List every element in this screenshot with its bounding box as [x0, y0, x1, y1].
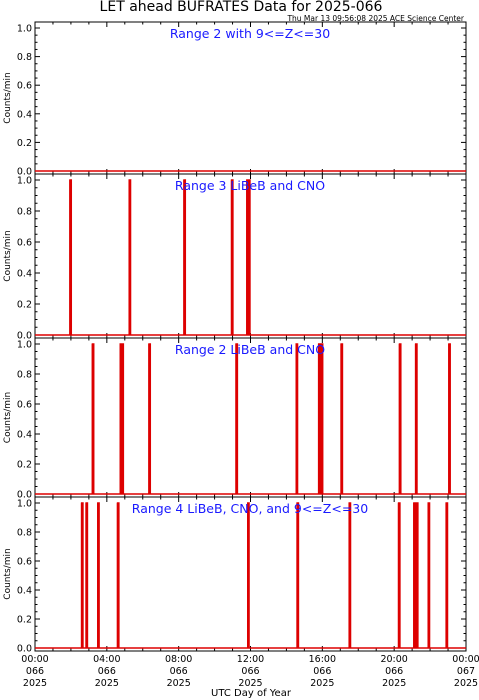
- x-tick-label: 066: [241, 666, 259, 677]
- x-tick-label: 08:00: [165, 654, 192, 665]
- x-axis-label: UTC Day of Year: [211, 688, 292, 699]
- x-tick-label: 2025: [454, 678, 478, 689]
- x-tick-label: 2025: [310, 678, 334, 689]
- x-tick-label: 00:00: [452, 654, 479, 665]
- y-tick-label: 0.8: [17, 528, 32, 539]
- y-axis-label: Counts/min: [3, 230, 13, 281]
- x-tick-label: 12:00: [237, 654, 264, 665]
- y-tick-label: 0.2: [17, 138, 32, 149]
- x-tick-label: 066: [313, 666, 331, 677]
- x-tick-label: 2025: [167, 678, 191, 689]
- y-tick-label: 0.6: [17, 400, 32, 411]
- y-tick-label: 0.6: [17, 557, 32, 568]
- y-tick-label: 0.2: [17, 460, 32, 471]
- panel-2: 0.0 0.2 0.4 0.6 0.8 1.0 Counts/min Range 3 LiBe…: [3, 173, 467, 342]
- panel-label: Range 2 with 9<=Z<=30: [170, 26, 330, 41]
- x-tick-label: 20:00: [380, 654, 407, 665]
- y-tick-label: 0.4: [17, 430, 32, 441]
- chart-title: LET ahead BUFRATES Data for 2025-066: [100, 0, 383, 15]
- x-tick-label: 2025: [23, 678, 47, 689]
- y-tick-label: 0.0: [17, 331, 32, 342]
- y-tick-label: 0.0: [17, 167, 32, 178]
- panel-label: Range 2 LiBeB and CNO: [175, 342, 325, 357]
- x-tick-label: 16:00: [309, 654, 336, 665]
- y-tick-label: 0.6: [17, 238, 32, 249]
- y-axis-label: Counts/min: [3, 392, 13, 443]
- y-tick-label: 0.8: [17, 370, 32, 381]
- series-line: [35, 502, 466, 649]
- y-axis-label: Counts/min: [3, 548, 13, 599]
- x-tick-label: 066: [26, 666, 44, 677]
- y-tick-label: 1.0: [17, 24, 32, 35]
- panel-label: Range 4 LiBeB, CNO, and 9<=Z<=30: [132, 501, 368, 516]
- x-tick-label: 2025: [382, 678, 406, 689]
- y-tick-label: 0.4: [17, 269, 32, 280]
- timestamp-label: Thu Mar 13 09:56:08 2025 ACE Science Cen…: [286, 14, 464, 23]
- x-tick-label: 066: [98, 666, 116, 677]
- panel-frame: [34, 21, 467, 175]
- x-tick-label: 2025: [238, 678, 262, 689]
- panel-4: 0.0 0.2 0.4 0.6 0.8 1.0 Counts/min Range 4 LiBe…: [3, 496, 467, 655]
- x-tick-label: 066: [385, 666, 403, 677]
- x-tick-label: 067: [457, 666, 475, 677]
- series-line: [35, 179, 466, 336]
- panel-label: Range 3 LiBeB and CNO: [175, 178, 325, 193]
- y-tick-label: 0.0: [17, 490, 32, 501]
- panel-1: 0.0 0.2 0.4 0.6 0.8 1.0 Counts/min Range 2 with…: [3, 21, 467, 178]
- y-tick-label: 0.2: [17, 615, 32, 626]
- x-tick-label: 04:00: [93, 654, 120, 665]
- x-axis: 00:00066202504:00066202508:00066202512:0…: [21, 654, 479, 689]
- y-tick-label: 0.6: [17, 81, 32, 92]
- y-axis-label: Counts/min: [3, 72, 13, 123]
- y-tick-label: 0.4: [17, 109, 32, 120]
- series-line: [35, 343, 466, 495]
- y-tick-label: 0.8: [17, 52, 32, 63]
- y-tick-label: 0.2: [17, 300, 32, 311]
- panels-group: 0.0 0.2 0.4 0.6 0.8 1.0 Counts/min Range 2 with…: [3, 21, 467, 655]
- x-tick-label: 2025: [95, 678, 119, 689]
- panel-3: 0.0 0.2 0.4 0.6 0.8 1.0 Counts/min Range 2 LiBe…: [3, 337, 467, 501]
- x-tick-label: 066: [170, 666, 188, 677]
- y-tick-label: 1.0: [17, 340, 32, 351]
- y-tick-label: 0.4: [17, 586, 32, 597]
- y-tick-label: 1.0: [17, 176, 32, 187]
- y-tick-label: 0.0: [17, 644, 32, 655]
- y-tick-label: 1.0: [17, 499, 32, 510]
- x-tick-label: 00:00: [21, 654, 48, 665]
- y-tick-label: 0.8: [17, 207, 32, 218]
